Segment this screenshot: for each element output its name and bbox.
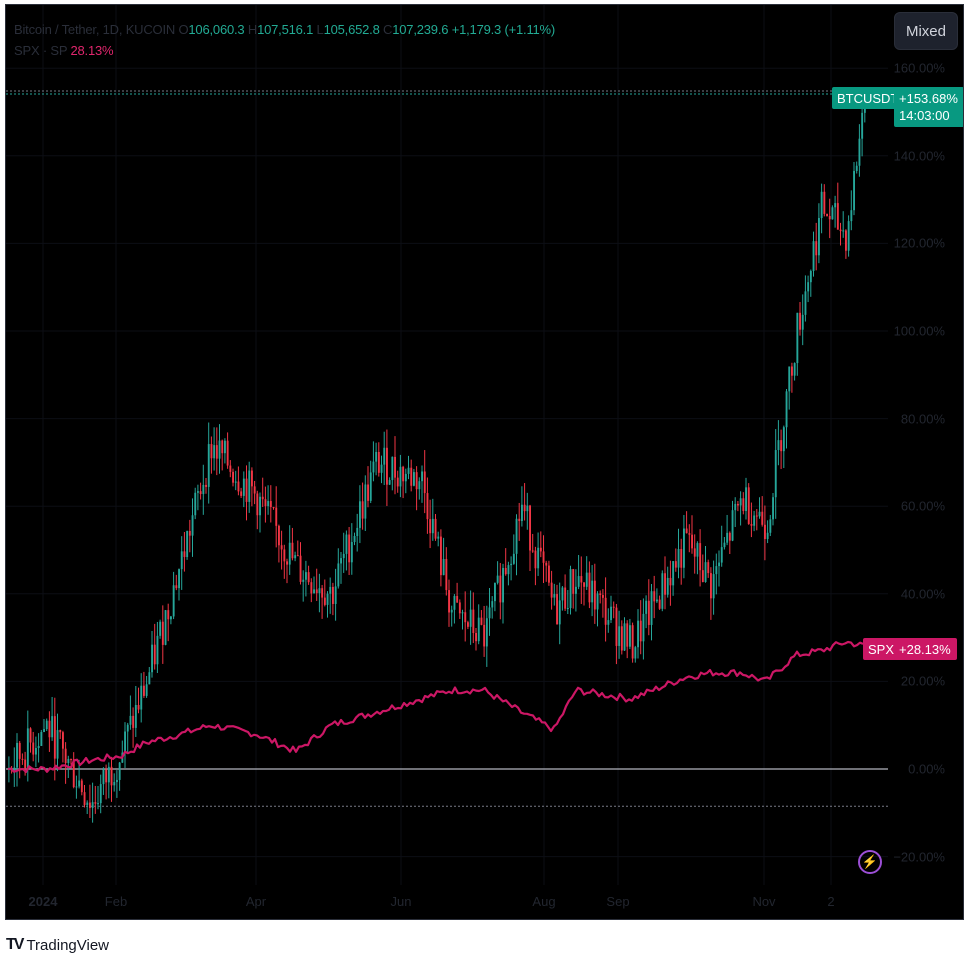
y-axis-tick: 20.00% — [900, 673, 945, 689]
compare-symbol-label: SPX · SP — [14, 43, 68, 58]
x-axis-tick: Nov — [752, 894, 776, 909]
legend-compare-row[interactable]: SPX · SP 28.13% — [14, 40, 555, 61]
btc-price-tag: +153.68% 14:03:00 — [894, 87, 963, 127]
price-scale[interactable]: 160.00% 140.00% 120.00% 100.00% 80.00% 60.00%… — [885, 5, 963, 919]
y-axis-tick: 60.00% — [900, 498, 945, 514]
change-value: +1,179.3 (+1.11%) — [451, 22, 556, 37]
tradingview-logo-icon: TV — [6, 936, 25, 953]
x-axis-tick: Jun — [390, 894, 412, 909]
open-label: O — [178, 22, 189, 37]
spx-line — [7, 640, 864, 774]
lightning-icon[interactable]: ⚡ — [858, 850, 882, 874]
x-axis-tick: Sep — [606, 894, 630, 909]
y-axis-tick: 140.00% — [893, 148, 945, 164]
high-label: H — [247, 22, 258, 37]
spx-series-name-tag: SPX — [863, 638, 900, 660]
y-axis-tick: 80.00% — [900, 411, 945, 427]
y-axis-tick: 0.00% — [908, 761, 945, 777]
footer: TV TradingView — [6, 936, 109, 954]
y-axis-tick: 120.00% — [893, 235, 945, 251]
close-label: C — [383, 22, 393, 37]
low-label: L — [316, 22, 324, 37]
x-axis-tick: 2 — [827, 894, 835, 909]
x-axis-tick: Aug — [532, 894, 556, 909]
main-symbol-label: Bitcoin / Tether, 1D, KUCOIN — [14, 22, 176, 37]
compare-value: 28.13% — [70, 43, 114, 58]
brand-name: TradingView — [26, 936, 109, 954]
y-axis-tick: −20.00% — [893, 849, 945, 865]
y-axis-tick: 40.00% — [900, 586, 945, 602]
scale-mode-button[interactable]: Mixed — [894, 12, 958, 50]
price-plot[interactable] — [6, 5, 964, 920]
chart-pane[interactable]: Bitcoin / Tether, 1D, KUCOIN O106,060.3 … — [5, 4, 964, 920]
btc-series-name-tag: BTCUSDT — [832, 87, 904, 109]
y-axis-tick: 100.00% — [893, 323, 945, 339]
btc-price-tag-value: +153.68% — [899, 91, 958, 106]
x-axis-tick: 2024 — [28, 894, 58, 909]
btc-candles — [8, 88, 866, 823]
high-value: 107,516.1 — [257, 22, 314, 37]
x-axis-tick: Apr — [245, 894, 267, 909]
x-axis-tick: Feb — [104, 894, 128, 909]
y-axis-tick: 160.00% — [893, 60, 945, 76]
bar-countdown: 14:03:00 — [899, 108, 950, 123]
open-value: 106,060.3 — [188, 22, 245, 37]
close-value: 107,239.6 — [392, 22, 449, 37]
legend-main-row[interactable]: Bitcoin / Tether, 1D, KUCOIN O106,060.3 … — [14, 19, 555, 40]
legend: Bitcoin / Tether, 1D, KUCOIN O106,060.3 … — [14, 19, 555, 61]
low-value: 105,652.8 — [323, 22, 380, 37]
spx-price-tag: +28.13% — [894, 638, 957, 660]
time-scale[interactable]: 2024 Feb Apr Jun Aug Sep Nov 2 — [6, 883, 963, 919]
